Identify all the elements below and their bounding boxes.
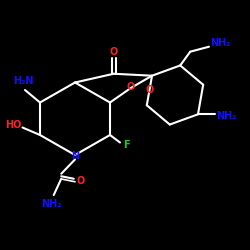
Text: NH₂: NH₂ bbox=[216, 110, 237, 120]
Text: NH₂: NH₂ bbox=[41, 199, 62, 209]
Text: O: O bbox=[77, 176, 85, 186]
Text: O: O bbox=[110, 47, 118, 57]
Text: O: O bbox=[127, 82, 135, 92]
Text: HO: HO bbox=[6, 120, 22, 130]
Text: O: O bbox=[145, 86, 154, 96]
Text: F: F bbox=[123, 140, 130, 150]
Text: NH₂: NH₂ bbox=[210, 38, 231, 48]
Text: N: N bbox=[71, 151, 79, 161]
Text: H₂N: H₂N bbox=[14, 76, 34, 86]
